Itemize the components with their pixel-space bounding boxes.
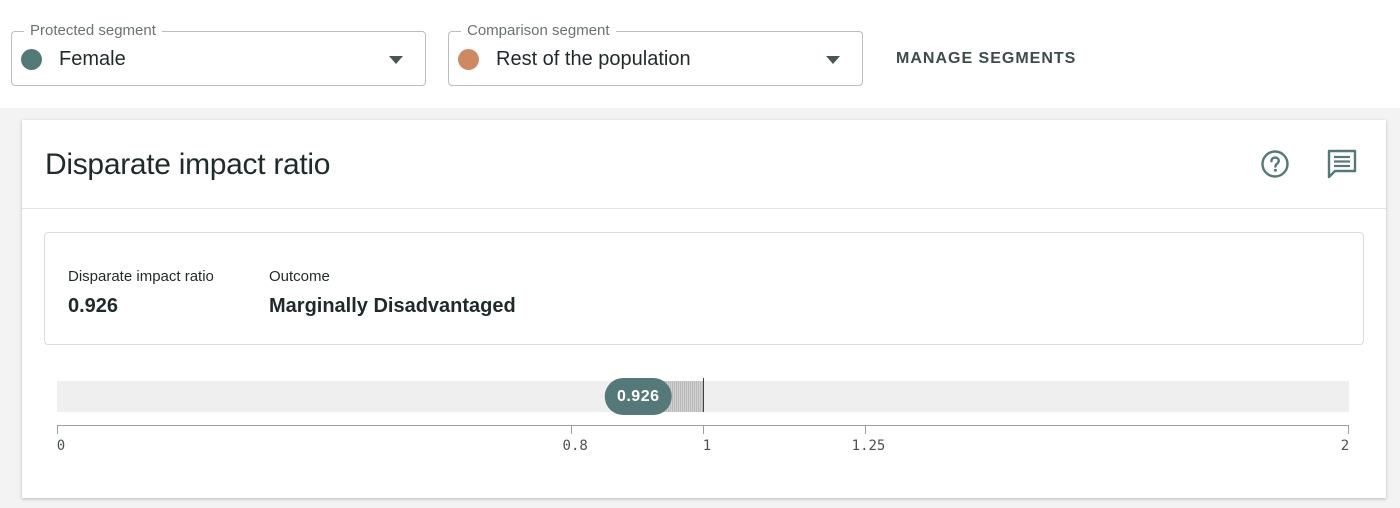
axis-tick [571,425,573,434]
axis-tick-label: 1.25 [851,438,886,454]
card-title: Disparate impact ratio [45,148,331,181]
axis-tick-label: 0 [56,438,66,454]
axis-tick-label: 2 [1340,438,1350,454]
outcome-value: Marginally Disadvantaged [269,295,516,317]
outcome-metric: Outcome Marginally Disadvantaged [269,268,516,318]
value-marker: 0.926 [604,378,672,415]
chevron-down-icon [389,56,403,64]
protected-segment-color-dot [21,49,42,70]
ratio-metric: Disparate impact ratio 0.926 [68,268,214,318]
ratio-value: 0.926 [68,295,119,317]
axis-tick [864,425,866,434]
chevron-down-icon [826,56,840,64]
axis-tick [1348,425,1349,434]
manage-segments-button[interactable]: MANAGE SEGMENTS [896,50,1077,67]
card-header: Disparate impact ratio [22,120,1386,209]
help-circle-icon[interactable] [1258,147,1292,181]
protected-segment-value: Female [59,48,126,70]
comparison-segment-value: Rest of the population [496,48,691,70]
comparison-segment-select[interactable]: Comparison segment Rest of the populatio… [448,22,863,86]
axis-tick-label: 1 [702,438,712,454]
comparison-segment-label: Comparison segment [461,22,616,40]
protected-segment-label: Protected segment [24,22,162,40]
reference-line [703,378,704,412]
disparate-impact-card: Disparate impact ratio Disparate impact … [22,120,1386,498]
axis-tick [57,425,58,434]
ratio-label: Disparate impact ratio [68,268,214,285]
summary-box: Disparate impact ratio 0.926 Outcome Mar… [44,232,1364,345]
axis-tick [703,425,704,434]
segment-toolbar: Protected segment Female Comparison segm… [0,0,1400,108]
comment-icon[interactable] [1325,147,1359,181]
axis-tick-label: 0.8 [562,438,588,454]
outcome-label: Outcome [269,268,330,285]
comparison-segment-color-dot [458,49,479,70]
ratio-scale: 0.926 0 0.8 1 1.25 2 [57,378,1350,468]
protected-segment-select[interactable]: Protected segment Female [11,22,426,86]
